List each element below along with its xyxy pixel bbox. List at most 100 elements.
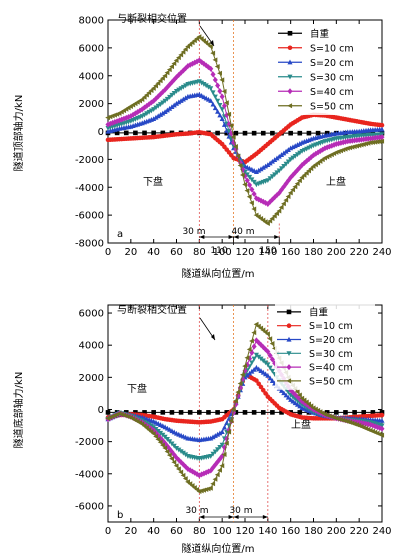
footwall-label-b: 下盘	[127, 382, 147, 395]
legend-marker-a	[287, 88, 293, 95]
data-point-a-5	[176, 55, 181, 61]
data-point-b-0	[352, 410, 357, 415]
data-point-a-3	[212, 94, 218, 100]
data-point-a-2	[269, 158, 275, 164]
data-point-b-4	[212, 461, 218, 468]
data-point-a-5	[171, 60, 177, 67]
data-point-b-4	[267, 352, 273, 359]
data-point-b-4	[294, 393, 301, 400]
x-axis-label-b: 隧道纵向位置/m	[181, 542, 254, 555]
data-point-a-5	[376, 139, 382, 145]
data-point-a-4	[192, 59, 198, 66]
panel-label-a: a	[117, 229, 123, 240]
data-point-b-3	[267, 365, 273, 371]
data-point-a-5	[367, 140, 373, 146]
data-point-b-5	[249, 338, 254, 344]
x-tick-label-b: 80	[193, 526, 206, 537]
data-point-a-3	[249, 177, 255, 183]
data-point-a-3	[267, 176, 273, 182]
data-point-b-3	[217, 445, 223, 450]
data-point-a-3	[196, 79, 202, 85]
data-point-a-5	[164, 70, 170, 76]
x-tick-label-a: 200	[327, 247, 346, 258]
data-point-a-2	[153, 114, 159, 120]
data-point-b-4	[310, 406, 317, 413]
data-point-a-2	[178, 98, 184, 103]
data-point-a-5	[226, 111, 232, 117]
data-point-a-2	[258, 166, 264, 172]
data-point-a-3	[171, 90, 177, 96]
data-point-b-2	[244, 372, 250, 378]
legend-marker-a	[287, 74, 293, 80]
legend-marker-a	[287, 59, 293, 65]
data-point-a-5	[141, 94, 147, 100]
data-point-b-3	[180, 450, 186, 456]
data-point-b-1	[263, 391, 268, 396]
y-tick-label-b: 6000	[79, 309, 104, 320]
data-point-a-3	[201, 82, 207, 87]
legend-a: 自重 S=10 cm S=20 cm S=30 cm S=40 cm S=50 cm	[276, 24, 376, 115]
y-tick-label-a: 8000	[79, 16, 104, 27]
data-point-a-3	[217, 102, 223, 108]
x-tick-label-a: 40	[147, 247, 160, 258]
data-point-b-5	[269, 341, 275, 347]
data-point-b-2	[267, 375, 273, 381]
data-point-a-0	[270, 130, 275, 136]
data-point-b-2	[269, 378, 275, 383]
data-point-b-4	[244, 361, 250, 368]
data-point-a-0	[288, 130, 293, 136]
data-point-a-4	[112, 119, 118, 126]
data-point-b-4	[377, 424, 383, 431]
x-tick-label-b: 200	[327, 526, 346, 537]
x-tick-label-b: 180	[304, 526, 323, 537]
y-tick-label-b: 2000	[79, 373, 104, 384]
data-point-a-4	[217, 88, 223, 95]
data-point-b-4	[171, 451, 177, 458]
data-point-b-2	[379, 417, 385, 423]
data-point-a-5	[178, 52, 184, 58]
data-point-b-5	[235, 389, 241, 395]
y-tick-label-b: -2000	[75, 437, 104, 448]
legend-entry-b: S=50 cm	[309, 376, 353, 387]
fault-arrowhead-b	[211, 334, 215, 340]
data-point-b-3	[212, 449, 218, 455]
data-point-a-4	[151, 97, 157, 104]
data-point-a-2	[167, 105, 173, 111]
data-point-a-5	[246, 194, 252, 200]
hangingwall-label-a: 上盘	[326, 175, 346, 188]
legend-bg-a	[276, 24, 376, 115]
data-point-a-2	[208, 98, 214, 103]
data-point-b-5	[265, 331, 270, 337]
legend-entry-a: 自重	[310, 28, 330, 40]
data-point-a-3	[219, 107, 225, 112]
data-point-a-4	[164, 84, 170, 91]
data-point-b-2	[247, 370, 253, 376]
data-point-a-5	[365, 140, 371, 146]
data-point-a-4	[263, 199, 269, 206]
data-point-a-5	[379, 138, 385, 144]
data-point-a-4	[137, 107, 143, 114]
mark-110-label-a: 110	[210, 246, 227, 256]
data-point-a-0	[315, 130, 321, 136]
data-point-b-5	[239, 372, 245, 378]
data-point-b-5	[178, 469, 184, 475]
data-point-a-0	[306, 130, 312, 136]
y-tick-label-a: -8000	[75, 239, 104, 250]
data-point-a-4	[331, 141, 337, 148]
data-point-a-4	[274, 192, 280, 199]
panel-a: 0 20 40 60 80 100 120 140 160 180 200 220 240 8000 600…	[12, 12, 392, 280]
data-point-a-0	[297, 130, 303, 136]
y-tick-label-b: 4000	[79, 341, 104, 352]
data-point-a-2	[219, 116, 225, 122]
data-point-b-5	[210, 481, 216, 487]
data-point-a-2	[285, 147, 291, 152]
data-point-a-2	[169, 104, 175, 110]
y-tick-label-a: -2000	[75, 155, 104, 166]
data-point-a-5	[372, 139, 378, 145]
data-point-b-5	[267, 336, 273, 342]
data-point-a-4	[272, 194, 278, 201]
data-point-b-5	[182, 476, 188, 482]
data-point-a-4	[219, 93, 225, 100]
legend-entry-a: S=20 cm	[310, 58, 354, 69]
data-point-a-4	[119, 116, 125, 123]
